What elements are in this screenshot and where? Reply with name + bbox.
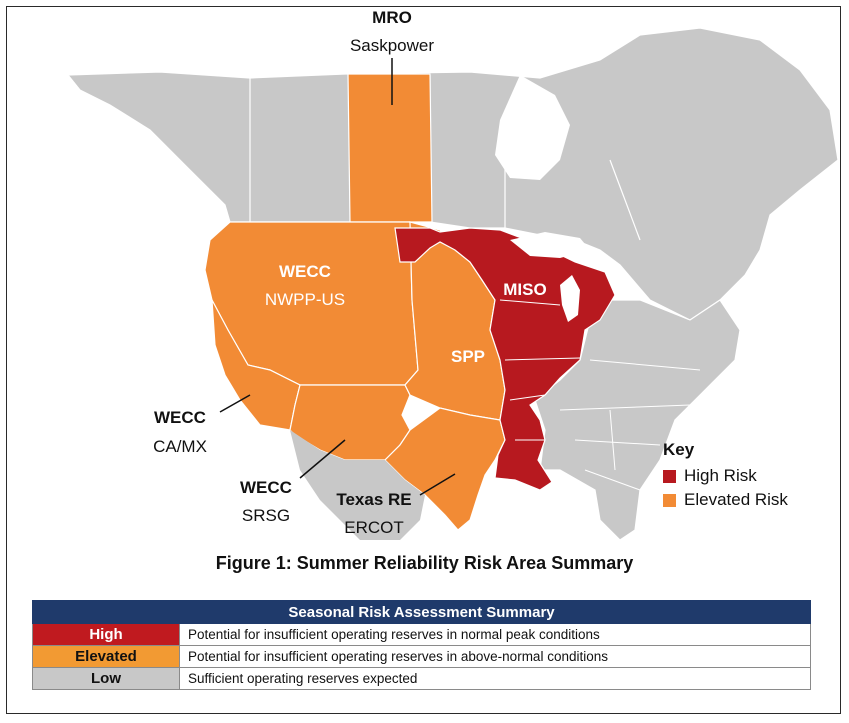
key-swatch-high [663, 469, 676, 483]
region-miso [394, 227, 616, 491]
risk-level-high: High [32, 623, 180, 646]
table-row: High Potential for insufficient operatin… [32, 623, 811, 646]
label-mro-sub: Saskpower [349, 36, 435, 55]
table-header-row: Seasonal Risk Assessment Summary [32, 600, 811, 624]
key-item-elevated: Elevated Risk [663, 490, 788, 510]
label-texas-name: Texas RE [336, 490, 412, 509]
label-texas-sub: ERCOT [344, 518, 404, 537]
table-row: Low Sufficient operating reserves expect… [32, 667, 811, 690]
key-label-high: High Risk [684, 466, 757, 485]
key-swatch-elevated [663, 493, 676, 507]
region-mro-saskpower [347, 73, 433, 223]
label-wecc-srsg-name: WECC [240, 478, 292, 497]
label-wecc-camx-sub: CA/MX [153, 437, 207, 456]
label-wecc-nwpp-sub: NWPP-US [264, 290, 346, 309]
risk-level-elevated: Elevated [32, 645, 180, 668]
lake-michigan [560, 275, 580, 322]
label-miso-name: MISO [503, 280, 547, 299]
label-wecc-srsg-sub: SRSG [241, 506, 291, 525]
miso-borders [499, 299, 581, 441]
state-borders-east [559, 359, 701, 491]
label-mro-name: MRO [372, 8, 412, 27]
label-wecc-camx-name: WECC [154, 408, 206, 427]
hudson-bay [495, 75, 570, 180]
key-label-elevated: Elevated Risk [684, 490, 788, 509]
figure-caption: Figure 1: Summer Reliability Risk Area S… [215, 553, 634, 573]
risk-level-low: Low [32, 667, 180, 690]
table-row: Elevated Potential for insufficient oper… [32, 645, 811, 668]
risk-description-high: Potential for insufficient operating res… [179, 623, 811, 646]
risk-description-low: Sufficient operating reserves expected [179, 667, 811, 690]
risk-summary-table: Seasonal Risk Assessment Summary High Po… [32, 600, 811, 690]
canada-landmass [66, 27, 839, 321]
label-wecc-nwpp-name: WECC [279, 262, 331, 281]
leader-lines [219, 58, 456, 496]
table-title: Seasonal Risk Assessment Summary [32, 600, 811, 624]
risk-map [66, 27, 839, 541]
risk-description-elevated: Potential for insufficient operating res… [179, 645, 811, 668]
label-spp-name: SPP [450, 347, 486, 366]
key-item-high: High Risk [663, 466, 757, 486]
lake-superior [510, 232, 590, 258]
key-title: Key [663, 440, 695, 459]
